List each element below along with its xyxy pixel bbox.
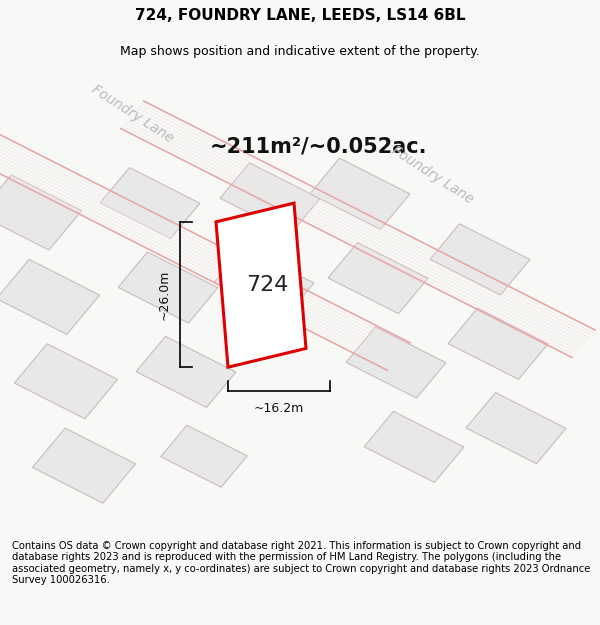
- Polygon shape: [328, 242, 428, 314]
- Polygon shape: [346, 327, 446, 398]
- Text: 724, FOUNDRY LANE, LEEDS, LS14 6BL: 724, FOUNDRY LANE, LEEDS, LS14 6BL: [135, 8, 465, 23]
- Text: Map shows position and indicative extent of the property.: Map shows position and indicative extent…: [120, 45, 480, 58]
- Polygon shape: [161, 425, 247, 488]
- Polygon shape: [448, 308, 548, 379]
- Polygon shape: [32, 428, 136, 503]
- Polygon shape: [214, 248, 314, 318]
- Polygon shape: [0, 259, 100, 334]
- Text: ~211m²/~0.052ac.: ~211m²/~0.052ac.: [210, 137, 427, 157]
- Polygon shape: [14, 344, 118, 419]
- Polygon shape: [118, 252, 218, 323]
- Text: Foundry Lane: Foundry Lane: [89, 82, 175, 146]
- Text: Contains OS data © Crown copyright and database right 2021. This information is : Contains OS data © Crown copyright and d…: [12, 541, 590, 586]
- Polygon shape: [430, 224, 530, 295]
- Polygon shape: [216, 203, 306, 367]
- Text: ~26.0m: ~26.0m: [158, 269, 171, 320]
- Polygon shape: [466, 392, 566, 464]
- Polygon shape: [310, 158, 410, 229]
- Polygon shape: [100, 168, 200, 239]
- Polygon shape: [0, 175, 82, 250]
- Text: Foundry Lane: Foundry Lane: [389, 143, 475, 207]
- Polygon shape: [136, 336, 236, 408]
- Text: 724: 724: [246, 275, 288, 295]
- Polygon shape: [364, 411, 464, 482]
- Text: ~16.2m: ~16.2m: [254, 402, 304, 416]
- Polygon shape: [220, 163, 320, 234]
